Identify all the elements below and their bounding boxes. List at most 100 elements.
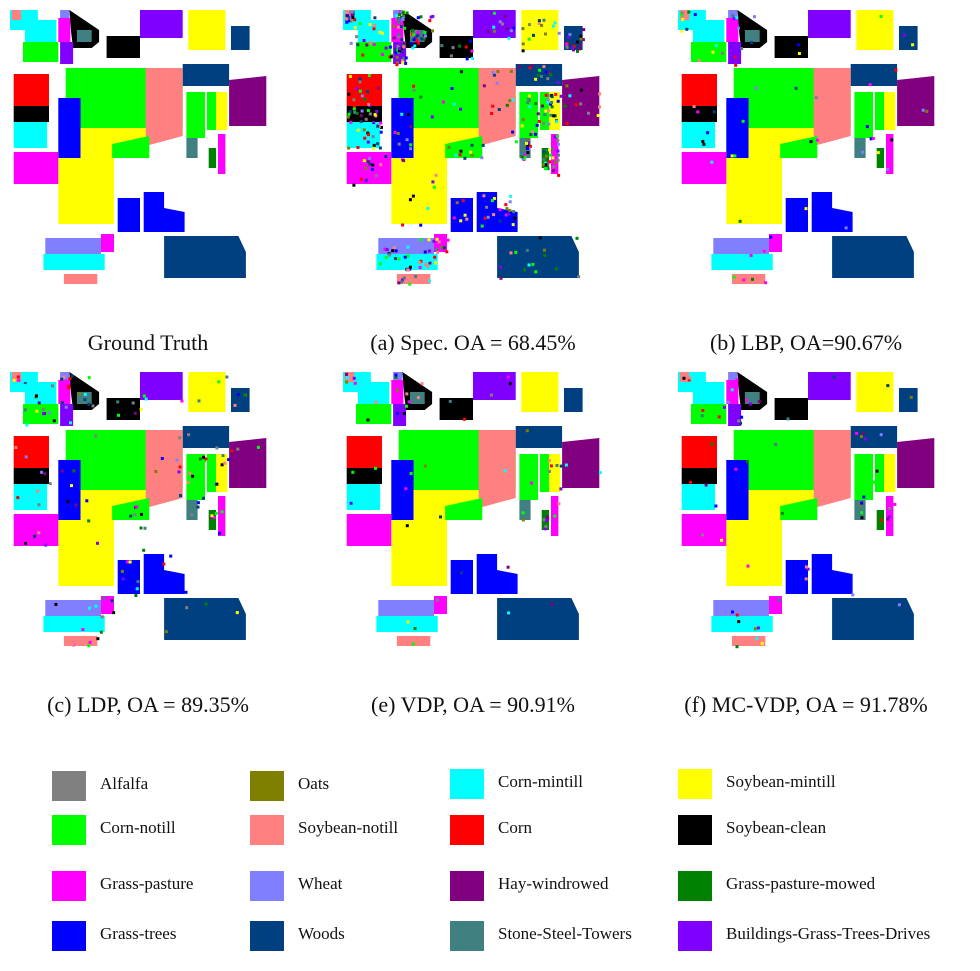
field-grass-pasture <box>13 514 59 546</box>
noise-pixel <box>726 400 730 404</box>
noise-pixel <box>731 14 735 18</box>
field-soybean-notill <box>731 636 766 646</box>
noise-pixel <box>492 11 496 15</box>
noise-pixel <box>890 138 894 142</box>
noise-pixel <box>528 144 532 148</box>
noise-pixel <box>571 46 574 50</box>
noise-pixel <box>452 102 456 106</box>
noise-pixel <box>436 250 440 254</box>
noise-pixel <box>350 11 354 15</box>
field-woods <box>832 598 914 640</box>
field-corn-mintill <box>711 616 773 632</box>
field-corn-notill <box>854 92 873 138</box>
noise-pixel <box>14 517 18 521</box>
noise-pixel <box>544 109 548 113</box>
field-soybean-notill <box>478 430 516 508</box>
field-corn-notill <box>874 92 885 130</box>
field-grass-trees <box>811 192 853 232</box>
noise-pixel <box>215 482 219 486</box>
legend-label: Alfalfa <box>100 774 149 793</box>
noise-pixel <box>427 258 431 262</box>
noise-pixel <box>52 419 56 423</box>
noise-pixel <box>572 48 575 52</box>
noise-pixel <box>537 19 541 23</box>
noise-pixel <box>408 282 412 286</box>
noise-pixel <box>139 526 143 530</box>
field-corn-mintill <box>346 484 381 510</box>
noise-pixel <box>542 18 546 22</box>
field-corn-notill <box>445 498 483 520</box>
noise-pixel <box>757 399 761 403</box>
noise-pixel <box>112 611 116 615</box>
legend-swatch <box>450 769 484 799</box>
noise-pixel <box>521 42 525 46</box>
noise-pixel <box>551 147 555 151</box>
noise-pixel <box>542 65 546 69</box>
noise-pixel <box>349 120 353 124</box>
noise-pixel <box>87 519 91 523</box>
noise-pixel <box>412 88 416 92</box>
noise-pixel <box>430 115 434 119</box>
noise-pixel <box>204 602 208 606</box>
noise-pixel <box>546 77 550 81</box>
noise-pixel <box>121 577 125 581</box>
noise-pixel <box>550 602 554 606</box>
field-corn-mintill <box>13 122 48 148</box>
noise-pixel <box>497 108 501 111</box>
field-hay-windrowed <box>897 76 935 126</box>
legend-swatch <box>250 871 284 901</box>
noise-pixel <box>531 114 534 118</box>
noise-pixel <box>507 212 511 216</box>
noise-pixel <box>362 128 366 132</box>
noise-pixel <box>492 73 496 77</box>
noise-pixel <box>349 19 353 23</box>
noise-pixel <box>508 382 512 386</box>
noise-pixel <box>402 15 406 18</box>
noise-pixel <box>372 146 376 150</box>
noise-pixel <box>572 44 576 48</box>
noise-pixel <box>371 163 375 167</box>
noise-pixel <box>546 98 550 102</box>
noise-pixel <box>578 43 582 47</box>
noise-pixel <box>489 393 493 397</box>
noise-pixel <box>401 61 405 65</box>
noise-pixel <box>421 37 425 41</box>
noise-pixel <box>526 151 530 154</box>
noise-pixel <box>710 442 714 446</box>
noise-pixel <box>499 265 503 269</box>
noise-pixel <box>418 266 422 269</box>
noise-pixel <box>909 395 913 399</box>
field-corn-notill <box>539 454 550 492</box>
field-corn-mintill <box>678 10 725 42</box>
noise-pixel <box>204 457 208 461</box>
noise-pixel <box>394 257 397 261</box>
noise-pixel <box>505 27 509 31</box>
noise-pixel <box>23 382 27 386</box>
noise-pixel <box>364 179 368 183</box>
noise-pixel <box>756 626 760 630</box>
noise-pixel <box>37 503 41 507</box>
field-corn-mintill <box>376 616 438 632</box>
field-grass-trees <box>785 198 808 232</box>
noise-pixel <box>482 194 486 198</box>
noise-pixel <box>537 22 541 25</box>
noise-pixel <box>70 484 73 488</box>
noise-pixel <box>374 174 378 178</box>
noise-pixel <box>143 526 147 530</box>
noise-pixel <box>409 42 413 45</box>
noise-pixel <box>452 216 456 220</box>
noise-pixel <box>416 16 420 20</box>
noise-pixel <box>431 180 435 184</box>
noise-pixel <box>551 24 555 28</box>
noise-pixel <box>359 120 363 124</box>
field-soybean-clean <box>106 36 140 58</box>
noise-pixel <box>879 518 883 522</box>
noise-pixel <box>546 100 550 104</box>
noise-pixel <box>218 531 222 535</box>
noise-pixel <box>540 75 543 78</box>
noise-pixel <box>509 29 513 33</box>
noise-pixel <box>681 18 685 22</box>
noise-pixel <box>411 642 415 646</box>
noise-pixel <box>402 41 406 45</box>
noise-pixel <box>888 507 892 510</box>
